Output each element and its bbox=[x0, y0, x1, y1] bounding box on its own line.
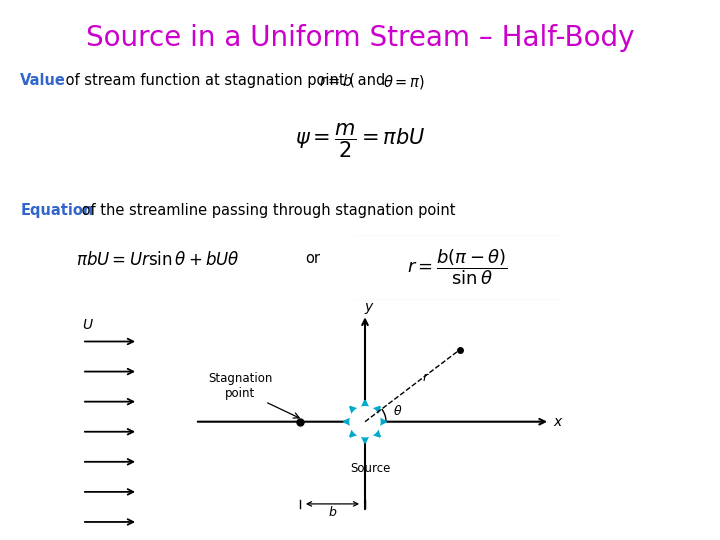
Text: Source in a Uniform Stream – Half-Body: Source in a Uniform Stream – Half-Body bbox=[86, 24, 634, 52]
Text: and: and bbox=[353, 73, 390, 88]
Text: Source: Source bbox=[350, 462, 390, 475]
Text: of stream function at stagnation point (: of stream function at stagnation point ( bbox=[61, 73, 355, 88]
Text: $\theta$: $\theta$ bbox=[393, 404, 402, 417]
Text: $\psi = \dfrac{m}{2} = \pi bU$: $\psi = \dfrac{m}{2} = \pi bU$ bbox=[294, 122, 426, 160]
Text: $\pi bU = Ur\sin\theta + bU\theta$: $\pi bU = Ur\sin\theta + bU\theta$ bbox=[76, 251, 240, 269]
Circle shape bbox=[350, 407, 380, 437]
Text: $\theta = \pi$): $\theta = \pi$) bbox=[383, 73, 425, 91]
Text: $x$: $x$ bbox=[553, 415, 564, 429]
Text: Value: Value bbox=[20, 73, 66, 88]
Text: $y$: $y$ bbox=[364, 301, 374, 316]
Text: $r = b$: $r = b$ bbox=[319, 73, 354, 89]
Text: $b$: $b$ bbox=[328, 505, 337, 519]
Text: Stagnation
point: Stagnation point bbox=[208, 372, 272, 400]
FancyBboxPatch shape bbox=[348, 234, 566, 301]
Text: $r$: $r$ bbox=[423, 370, 431, 383]
Text: Equation: Equation bbox=[20, 202, 94, 218]
Text: or: or bbox=[306, 251, 320, 266]
Text: of the streamline passing through stagnation point: of the streamline passing through stagna… bbox=[77, 202, 456, 218]
Text: $U$: $U$ bbox=[82, 319, 94, 333]
Text: $r = \dfrac{b(\pi - \theta)}{\sin\theta}$: $r = \dfrac{b(\pi - \theta)}{\sin\theta}… bbox=[407, 247, 508, 287]
